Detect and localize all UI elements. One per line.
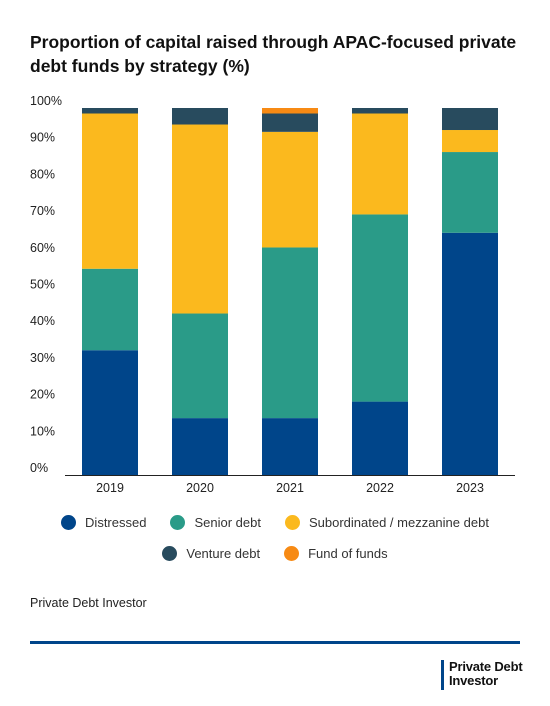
bar-2021-senior-debt	[262, 247, 318, 419]
bar-2022-venture-debt	[352, 108, 408, 114]
x-tick-label-2021: 2021	[276, 481, 304, 495]
y-tick-label-100: 100%	[30, 94, 62, 108]
y-tick-label-90: 90%	[30, 131, 55, 145]
legend-swatch-senior-debt	[170, 515, 186, 530]
bar-2023-distressed	[442, 232, 498, 475]
legend-swatch-fund-of-funds	[284, 546, 300, 561]
bar-2023-subordinated-mezzanine-debt	[442, 130, 498, 153]
chart-title: Proportion of capital raised through APA…	[30, 32, 517, 76]
bar-2022-distressed	[352, 401, 408, 475]
y-tick-label-10: 10%	[30, 424, 55, 438]
bar-2023-venture-debt	[442, 108, 498, 131]
legend-label-distressed: Distressed	[85, 515, 147, 530]
bar-2019-venture-debt	[82, 108, 138, 114]
source-note: Private Debt Investor	[30, 596, 147, 610]
bar-2021-subordinated-mezzanine-debt	[262, 131, 318, 248]
x-tick-label-2022: 2022	[366, 481, 394, 495]
legend-label-senior-debt: Senior debt	[194, 515, 261, 530]
x-tick-label-2020: 2020	[186, 481, 214, 495]
y-tick-label-80: 80%	[30, 167, 55, 181]
bar-2020-venture-debt	[172, 108, 228, 125]
bar-2021-distressed	[262, 418, 318, 475]
y-tick-label-60: 60%	[30, 241, 55, 255]
legend-swatch-distressed	[61, 515, 77, 530]
logo-line-2: Investor	[449, 673, 498, 688]
y-tick-label-30: 30%	[30, 351, 55, 365]
bar-2019-distressed	[82, 350, 138, 475]
footer-rule	[30, 641, 520, 644]
legend-item-venture-debt: Venture debt	[162, 546, 260, 561]
brand-logo: Private Debt Investor	[441, 659, 523, 690]
logo-bar	[441, 660, 444, 690]
legend-row-1: Distressed Senior debt Subordinated / me…	[0, 515, 550, 530]
logo-text: Private Debt Investor	[449, 659, 523, 690]
y-tick-label-50: 50%	[30, 278, 55, 292]
x-tick-label-2023: 2023	[456, 481, 484, 495]
y-tick-label-70: 70%	[30, 204, 55, 218]
bar-2022-senior-debt	[352, 214, 408, 402]
bar-2021-venture-debt	[262, 113, 318, 132]
bar-2020-subordinated-mezzanine-debt	[172, 124, 228, 314]
legend-row-2: Venture debt Fund of funds	[0, 546, 550, 561]
legend: Distressed Senior debt Subordinated / me…	[0, 515, 550, 577]
x-tick-label-2019: 2019	[96, 481, 124, 495]
legend-item-subordinated: Subordinated / mezzanine debt	[284, 515, 489, 530]
legend-label-subordinated: Subordinated / mezzanine debt	[308, 515, 489, 530]
bar-2020-distressed	[172, 418, 228, 475]
bar-2023-senior-debt	[442, 152, 498, 233]
legend-label-venture-debt: Venture debt	[186, 546, 261, 561]
stacked-bar-chart: 0% 10% 20% 30% 40% 50% 60% 70% 80% 90% 100% 2019 202…	[30, 94, 515, 495]
legend-swatch-subordinated	[284, 515, 300, 530]
legend-label-fund-of-funds: Fund of funds	[308, 546, 388, 561]
y-tick-label-20: 20%	[30, 388, 55, 402]
y-tick-label-0: 0%	[30, 461, 48, 475]
bar-2019-subordinated-mezzanine-debt	[82, 113, 138, 269]
bar-2020-senior-debt	[172, 313, 228, 419]
bar-2019-senior-debt	[82, 268, 138, 351]
legend-item-senior-debt: Senior debt	[170, 515, 261, 530]
legend-item-fund-of-funds: Fund of funds	[284, 546, 388, 561]
legend-item-distressed: Distressed	[61, 515, 146, 530]
legend-swatch-venture-debt	[162, 546, 178, 561]
y-tick-label-40: 40%	[30, 314, 55, 328]
bar-2021-fund-of-funds	[262, 108, 318, 114]
logo-line-1: Private Debt	[449, 659, 523, 674]
bar-2022-subordinated-mezzanine-debt	[352, 113, 408, 215]
